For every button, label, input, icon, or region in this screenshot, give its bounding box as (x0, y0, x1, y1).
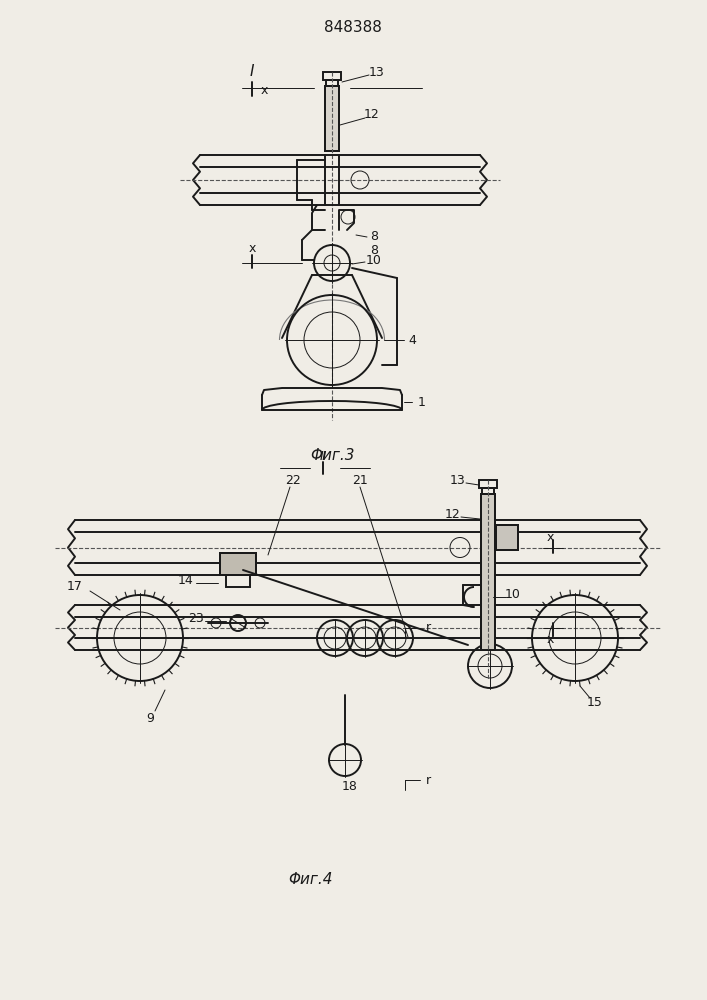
Text: 10: 10 (366, 253, 382, 266)
Text: 22: 22 (285, 474, 301, 487)
Text: r: r (426, 621, 431, 634)
Bar (325, 86, 339, 151)
Text: r: r (426, 774, 431, 786)
Bar (481, 494, 495, 650)
Text: 8: 8 (370, 243, 378, 256)
Text: 14: 14 (178, 574, 194, 586)
Text: Φиг.3: Φиг.3 (310, 448, 354, 462)
Text: 8: 8 (370, 231, 378, 243)
Text: 9: 9 (146, 712, 154, 724)
Text: x: x (260, 84, 268, 97)
Bar (496, 525, 518, 550)
Text: 18: 18 (342, 780, 358, 794)
Text: I: I (250, 64, 255, 80)
Text: x: x (547, 531, 554, 544)
Text: 1: 1 (418, 395, 426, 408)
Text: 13: 13 (369, 66, 385, 79)
Text: x: x (547, 633, 554, 646)
Text: 13: 13 (450, 474, 466, 487)
Bar (326, 80, 338, 86)
Text: 21: 21 (352, 474, 368, 487)
Text: 23: 23 (188, 611, 204, 624)
Bar (496, 525, 518, 550)
Text: 4: 4 (408, 334, 416, 347)
Text: 15: 15 (587, 696, 603, 710)
Bar (479, 480, 497, 488)
Bar (220, 553, 256, 575)
Bar (220, 553, 256, 575)
Bar (226, 575, 250, 587)
Text: 848388: 848388 (324, 20, 382, 35)
Bar (482, 488, 494, 494)
Text: II: II (320, 450, 327, 462)
Bar (325, 86, 339, 151)
Text: Φиг.4: Φиг.4 (288, 872, 332, 888)
Text: 10: 10 (505, 588, 521, 601)
Text: 12: 12 (364, 108, 380, 121)
Text: x: x (248, 242, 256, 255)
Bar (481, 494, 495, 650)
Text: 17: 17 (67, 580, 83, 592)
Text: 12: 12 (445, 508, 461, 522)
Bar (323, 72, 341, 80)
